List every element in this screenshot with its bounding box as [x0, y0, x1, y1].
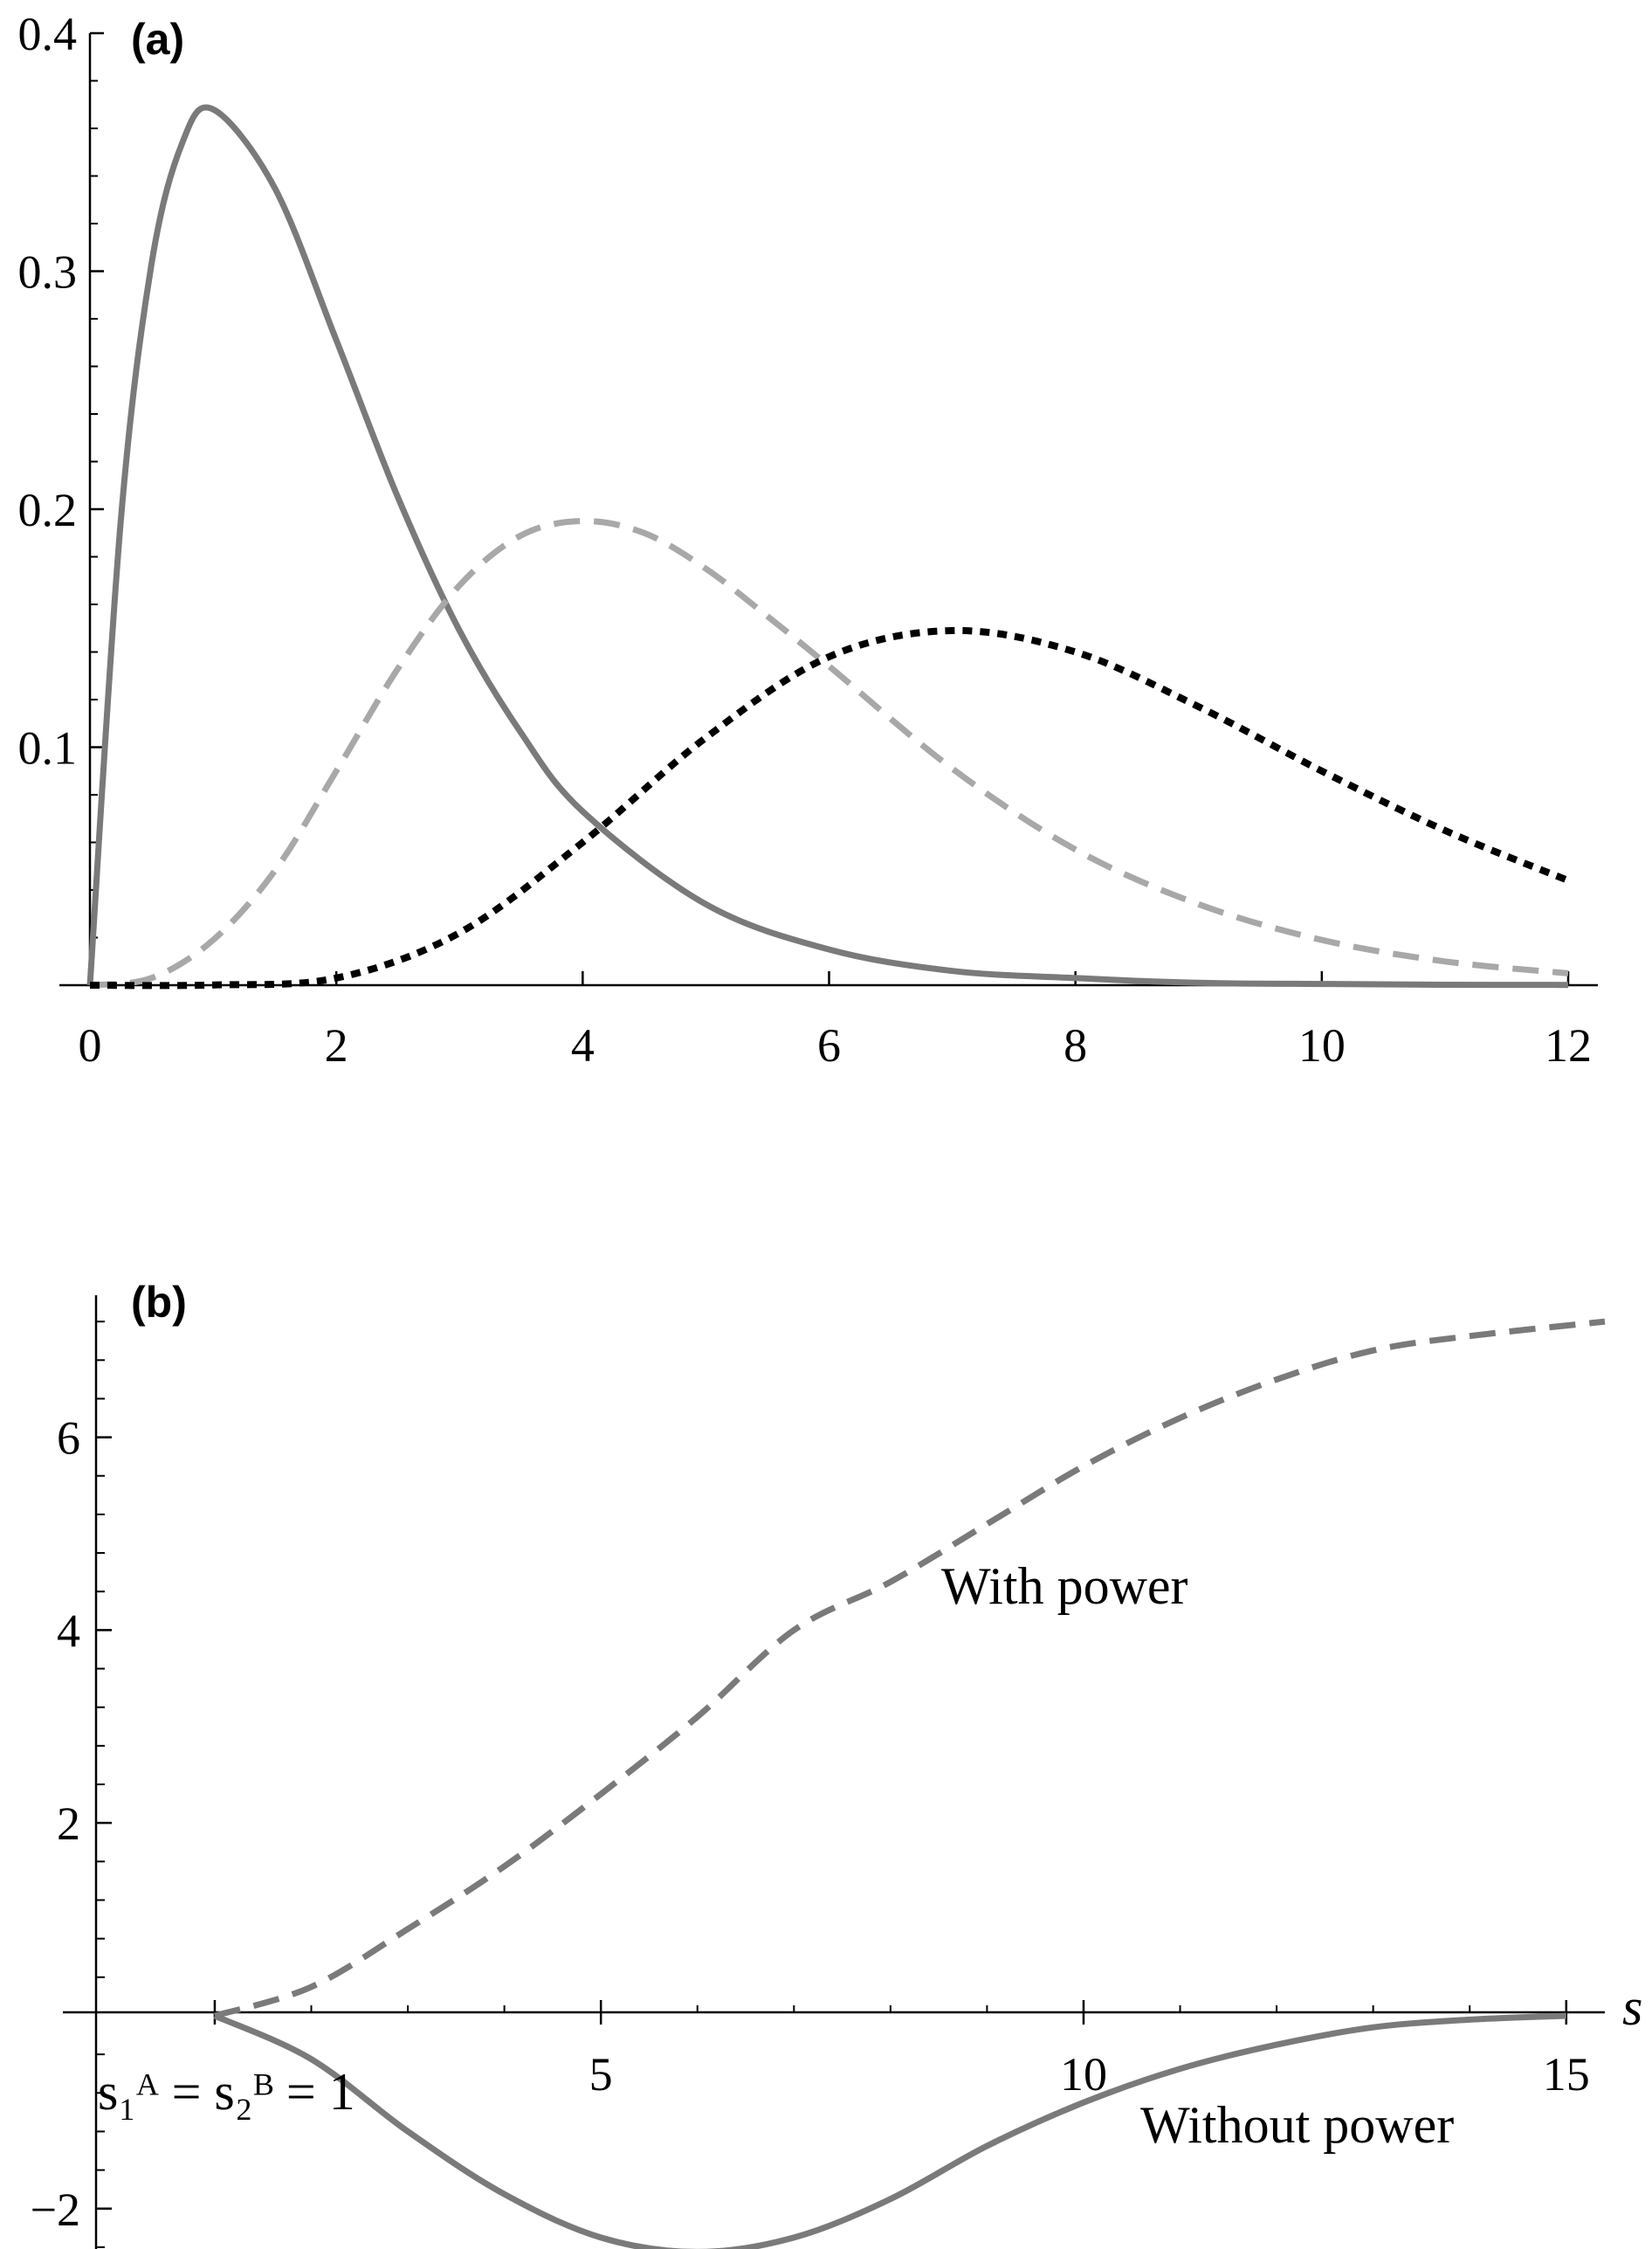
panel-a-y-tick-label: 0.4	[18, 8, 78, 60]
panel-b-y-tick-label: 2	[57, 1797, 80, 1850]
panel-b-series-with-power-line	[213, 1318, 1606, 2019]
panel-a-y-tick-label: 0.1	[18, 722, 78, 775]
panel-b-y-tick-label: −2	[31, 2183, 80, 2236]
panel-a-x-tick-label: 10	[1298, 1019, 1346, 1072]
panel-a-series-1-line	[86, 104, 1569, 989]
panel-a-y-tick-label: 0.2	[18, 484, 78, 536]
panel-a-series-3-line	[89, 626, 1570, 990]
panel-a-x-tick-label: 2	[325, 1019, 348, 1072]
panel-a-x-tick-label: 4	[571, 1019, 595, 1072]
panel-b-x-tick-label: 15	[1543, 2048, 1590, 2101]
panel-a-x-tick-label: 6	[817, 1019, 841, 1072]
panel-b: (b) s 5 10 15 −2 2 4 6 s₁ᴬ = s₂ᴮ = 1 With powe…	[31, 1278, 1642, 2249]
panel-b-series-without-power-line	[213, 2012, 1566, 2249]
panel-b-x-tick-label: 10	[1060, 2048, 1107, 2101]
start-condition-annotation: s₁ᴬ = s₂ᴮ = 1	[98, 2063, 355, 2121]
panel-a-x-tick-label: 0	[79, 1019, 102, 1072]
without-power-annotation: Without power	[1140, 2096, 1454, 2154]
with-power-annotation: With power	[941, 1557, 1188, 1615]
panel-a-x-tick-label: 12	[1545, 1019, 1592, 1072]
panel-b-y-tick-label: 6	[57, 1412, 80, 1465]
panel-b-y-tick-label: 4	[57, 1604, 80, 1657]
panel-b-x-tick-label: 5	[589, 2048, 613, 2101]
panel-b-x-axis-label: s	[1622, 1978, 1642, 2036]
panel-a-x-tick-label: 8	[1063, 1019, 1087, 1072]
panel-a-series-2-line	[89, 518, 1569, 989]
panel-a-label: (a)	[131, 15, 184, 64]
panel-b-label: (b)	[131, 1278, 187, 1327]
panel-a: (a) 0 2 4 6 8 10 12 0.1 0.2 0.3 0.4	[18, 8, 1598, 1072]
panel-a-y-tick-label: 0.3	[18, 246, 78, 299]
